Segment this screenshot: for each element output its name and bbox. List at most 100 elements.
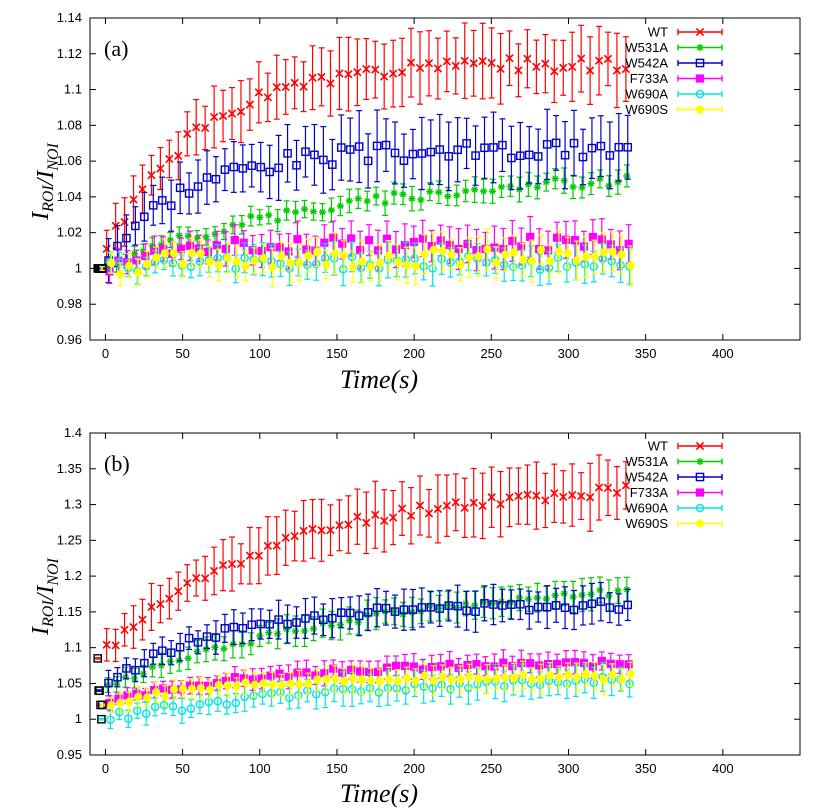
data-point — [156, 599, 165, 609]
legend-label: W531A — [625, 40, 668, 55]
data-point — [138, 185, 147, 194]
data-point — [585, 66, 595, 75]
data-point — [184, 654, 192, 662]
data-point — [313, 247, 322, 257]
data-point — [106, 715, 115, 725]
data-point — [587, 590, 595, 598]
chart-panel-a: 0.96 0.98 1 1.02 1.04 1.06 1.08 1.1 1.12 1.14 0 50… — [28, 10, 801, 394]
data-point — [478, 501, 487, 511]
data-point — [453, 603, 461, 612]
data-point — [93, 654, 103, 663]
data-point — [435, 604, 443, 612]
data-point — [339, 251, 349, 260]
data-point — [589, 262, 599, 271]
data-point — [402, 260, 411, 270]
data-point — [229, 162, 239, 172]
x-tick-label: 50 — [175, 761, 189, 776]
data-point — [532, 62, 541, 72]
data-point — [474, 252, 483, 261]
data-point — [563, 248, 572, 258]
data-point — [363, 197, 371, 205]
legend-marker — [695, 74, 705, 83]
data-point — [384, 251, 393, 260]
data-point — [257, 246, 266, 256]
data-point — [469, 498, 478, 507]
data-point — [480, 143, 489, 153]
data-point — [166, 201, 176, 210]
data-point — [532, 491, 541, 500]
data-point — [265, 211, 273, 219]
panel-label-a: (a) — [104, 36, 128, 61]
data-point — [551, 138, 561, 148]
data-point — [483, 245, 492, 254]
y-axis-label-b: IROI/INOI — [28, 557, 62, 636]
data-point — [514, 66, 523, 75]
data-point — [527, 675, 537, 684]
data-point — [290, 531, 299, 541]
data-point — [617, 675, 626, 684]
data-point — [347, 665, 356, 675]
data-point — [211, 230, 219, 238]
data-point — [607, 256, 616, 266]
data-point — [617, 250, 626, 259]
data-point — [227, 109, 237, 118]
data-point — [390, 148, 400, 158]
data-point — [460, 503, 469, 513]
data-point — [496, 64, 505, 73]
data-point — [481, 662, 490, 671]
data-point — [303, 260, 312, 270]
y-tick-label: 0.96 — [57, 332, 82, 347]
data-point — [286, 679, 295, 688]
data-point — [232, 257, 241, 266]
data-point — [362, 64, 371, 74]
data-point — [120, 625, 129, 634]
data-point — [429, 676, 438, 685]
data-point — [202, 233, 210, 241]
data-point — [570, 236, 580, 245]
data-point — [390, 607, 400, 616]
data-point — [420, 671, 429, 680]
data-point — [238, 623, 248, 633]
x-tick-label: 250 — [480, 346, 502, 361]
data-point — [445, 659, 454, 668]
data-point — [406, 58, 416, 67]
data-point — [322, 675, 331, 684]
data-point — [510, 248, 519, 257]
data-point — [426, 147, 436, 157]
data-point — [560, 150, 570, 160]
data-point — [116, 270, 125, 279]
data-point — [102, 640, 111, 649]
data-point — [621, 64, 631, 74]
data-point — [415, 501, 425, 510]
data-point — [192, 123, 201, 132]
data-point — [336, 608, 346, 617]
data-point — [578, 591, 586, 599]
data-point — [247, 161, 257, 170]
data-point — [345, 145, 355, 154]
legend-label: W531A — [625, 454, 668, 469]
data-point — [524, 605, 534, 615]
data-point — [545, 670, 555, 680]
data-point — [185, 241, 195, 250]
data-point — [250, 256, 259, 265]
data-point — [514, 491, 523, 501]
data-point — [248, 246, 257, 255]
data-point — [371, 65, 380, 74]
data-point — [474, 674, 483, 683]
data-point — [157, 646, 167, 656]
data-point — [411, 262, 420, 271]
data-point — [535, 265, 545, 275]
data-point — [506, 182, 515, 190]
data-point — [433, 504, 443, 514]
data-point — [113, 672, 122, 682]
data-point — [281, 82, 290, 92]
data-point — [200, 574, 210, 583]
data-point — [424, 59, 434, 68]
data-point — [541, 496, 550, 505]
x-tick-label: 200 — [403, 346, 425, 361]
data-point — [436, 662, 445, 671]
data-point — [621, 481, 631, 490]
data-point — [612, 488, 622, 498]
data-point — [380, 72, 389, 81]
data-point — [107, 258, 116, 268]
